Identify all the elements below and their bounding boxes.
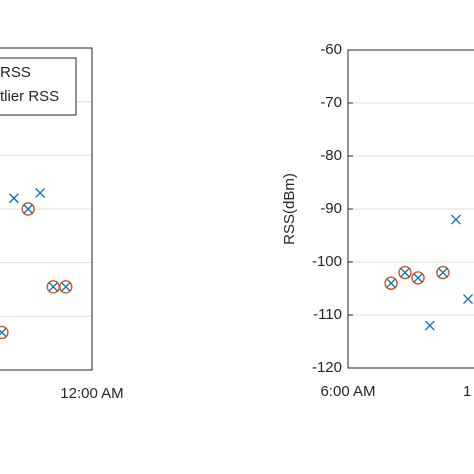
data-point: [398, 265, 412, 280]
data-point: [35, 187, 46, 198]
legend-label: RSS: [0, 64, 31, 81]
data-point: [384, 276, 398, 290]
data-point: [411, 271, 425, 285]
x-tick-label: 1: [463, 383, 471, 400]
marker-x: [48, 281, 59, 292]
legend-box: [0, 57, 77, 116]
marker-x: [8, 193, 19, 204]
y-axis-label: RSS(dBm): [281, 173, 298, 245]
marker-x: [437, 267, 448, 278]
marker-circle: [0, 325, 9, 340]
marker-circle: [436, 265, 450, 280]
y-tick-label: -90: [320, 200, 342, 217]
axes-box: [347, 49, 474, 369]
data-point: [424, 320, 435, 331]
x-tick-label: 6:00 AM: [320, 383, 375, 400]
data-point: [436, 265, 450, 280]
y-tick-label: -60: [320, 41, 342, 58]
y-tick-label: -110: [313, 306, 342, 323]
data-point: [8, 193, 19, 204]
marker-x: [413, 272, 424, 283]
marker-circle: [411, 271, 425, 285]
marker-x: [400, 267, 410, 278]
marker-x: [35, 187, 46, 198]
data-point: [46, 280, 60, 294]
marker-circle: [384, 276, 398, 290]
marker-x: [23, 204, 34, 214]
data-point: [463, 294, 473, 305]
y-tick-label: -70: [320, 94, 342, 111]
marker-x: [463, 294, 473, 305]
marker-circle: [21, 202, 35, 216]
legend-label: tlier RSS: [0, 88, 59, 105]
data-point: [59, 280, 73, 294]
x-tick-label: 12:00 AM: [60, 385, 123, 402]
marker-x: [450, 214, 461, 225]
data-point: [0, 325, 9, 340]
marker-x: [60, 281, 71, 292]
marker-circle: [59, 280, 73, 294]
marker-x: [0, 327, 7, 338]
y-tick-label: -80: [320, 147, 342, 164]
data-point: [21, 202, 35, 216]
axes-box: [0, 47, 93, 371]
marker-x: [386, 278, 397, 289]
marker-circle: [398, 265, 412, 280]
data-point: [450, 214, 461, 225]
marker-x: [424, 320, 435, 331]
y-tick-label: -100: [312, 253, 342, 270]
y-tick-label: -120: [312, 359, 342, 376]
